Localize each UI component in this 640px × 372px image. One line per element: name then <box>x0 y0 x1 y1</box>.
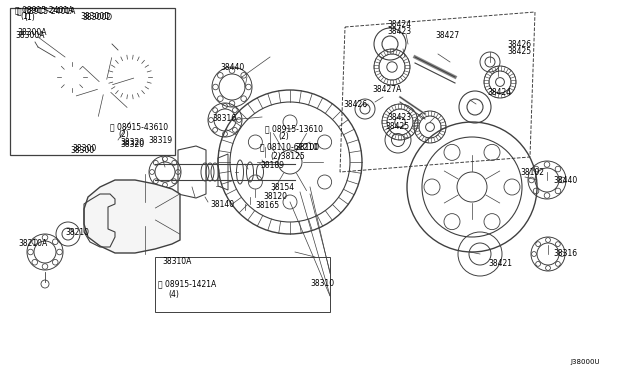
Text: 38316: 38316 <box>553 250 577 259</box>
Bar <box>10 8 175 155</box>
Polygon shape <box>70 48 138 101</box>
Text: ⓘ 08915-13610: ⓘ 08915-13610 <box>265 125 323 134</box>
Text: 38102: 38102 <box>520 167 544 176</box>
Text: ⓘ 08915-43610: ⓘ 08915-43610 <box>110 122 168 131</box>
Text: 38423: 38423 <box>387 26 411 35</box>
Text: 38424: 38424 <box>387 19 411 29</box>
Text: (1): (1) <box>24 13 35 22</box>
Text: 38320: 38320 <box>120 138 144 147</box>
Text: ⓘ 08915-2401A: ⓘ 08915-2401A <box>15 6 74 15</box>
Text: 38310: 38310 <box>310 279 334 289</box>
Text: 38300D: 38300D <box>80 12 110 20</box>
Text: 38427A: 38427A <box>372 84 401 93</box>
Text: 38300A: 38300A <box>17 28 47 36</box>
Text: 38120: 38120 <box>263 192 287 201</box>
Text: (4): (4) <box>168 289 179 298</box>
Text: 38210: 38210 <box>65 228 89 237</box>
Bar <box>155 257 330 312</box>
Text: 38310A: 38310A <box>162 257 191 266</box>
Text: 38440: 38440 <box>220 62 244 71</box>
Text: (2): (2) <box>118 129 129 138</box>
Text: 38100: 38100 <box>295 142 319 151</box>
Text: 38424: 38424 <box>487 87 511 96</box>
Text: ⓘ 08915-1421A: ⓘ 08915-1421A <box>158 279 216 289</box>
Text: 38427: 38427 <box>435 31 459 39</box>
Text: (1): (1) <box>20 12 31 20</box>
Text: 38165: 38165 <box>255 201 279 209</box>
Text: 38300D: 38300D <box>82 13 112 22</box>
Text: 38421: 38421 <box>488 260 512 269</box>
Text: 38316: 38316 <box>212 113 236 122</box>
Text: 38319: 38319 <box>148 135 172 144</box>
Text: 38300: 38300 <box>70 145 94 154</box>
Text: (2)38125: (2)38125 <box>270 151 305 160</box>
Text: 38300: 38300 <box>72 144 96 153</box>
Text: 38140: 38140 <box>210 199 234 208</box>
Polygon shape <box>84 180 180 253</box>
Text: 38300A: 38300A <box>15 31 45 39</box>
Text: J38000U: J38000U <box>570 359 600 365</box>
Text: 38425: 38425 <box>385 122 409 131</box>
Text: (2): (2) <box>278 131 289 141</box>
Text: 38426: 38426 <box>343 99 367 109</box>
Text: 38210A: 38210A <box>18 240 47 248</box>
Text: Ⓑ 08110-61210: Ⓑ 08110-61210 <box>260 142 317 151</box>
Text: 38440: 38440 <box>553 176 577 185</box>
Text: 38425: 38425 <box>507 46 531 55</box>
Text: 38426: 38426 <box>507 39 531 48</box>
Text: 38423: 38423 <box>387 112 411 122</box>
Text: 38320: 38320 <box>120 140 144 148</box>
Text: 38189: 38189 <box>260 160 284 170</box>
Text: ⓘ 08915-2401A: ⓘ 08915-2401A <box>17 6 76 16</box>
Text: 38154: 38154 <box>270 183 294 192</box>
